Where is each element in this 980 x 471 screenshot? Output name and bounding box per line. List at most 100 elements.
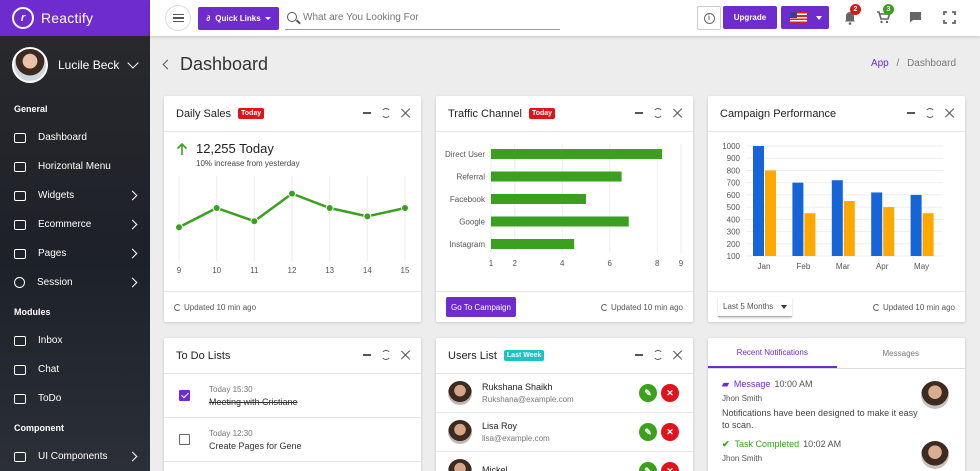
refresh-icon[interactable] — [653, 350, 663, 360]
close-icon[interactable] — [401, 108, 411, 118]
minimize-icon[interactable] — [635, 354, 643, 356]
bar — [843, 201, 855, 256]
sidebar-section-title: Modules — [14, 306, 51, 317]
card-title: Campaign Performance — [720, 107, 837, 120]
x-tick-label: 1 — [489, 259, 494, 268]
minimize-icon[interactable] — [907, 112, 915, 114]
tab-recent-notifications[interactable]: Recent Notifications — [708, 338, 837, 368]
edit-user-button[interactable]: ✎ — [639, 462, 657, 471]
campaign-performance-card: Campaign Performance 1000 900 800 700 600 500… — [708, 96, 965, 322]
fullscreen-button[interactable] — [943, 11, 956, 27]
refresh-icon[interactable] — [381, 350, 391, 360]
sidebar-item-inbox[interactable]: Inbox — [0, 326, 150, 355]
cart-button[interactable]: 3 — [876, 4, 894, 27]
minimize-icon[interactable] — [363, 112, 371, 114]
minimize-icon[interactable] — [363, 354, 371, 356]
refresh-icon[interactable] — [381, 108, 391, 118]
todo-item[interactable]: Today 12:30 Create Pages for Gene — [164, 418, 421, 462]
card-header: Traffic Channel Today — [436, 96, 693, 132]
minimize-icon[interactable] — [635, 112, 643, 114]
refresh-icon[interactable] — [653, 108, 663, 118]
edit-user-button[interactable]: ✎ — [639, 423, 657, 441]
sidebar-item-ui-components[interactable]: UI Components — [0, 442, 150, 471]
period-dropdown[interactable]: Last 5 Months — [718, 297, 793, 317]
menu-toggle-button[interactable] — [165, 5, 191, 31]
sidebar-item-session[interactable]: Session — [0, 268, 150, 297]
close-icon[interactable] — [401, 350, 411, 360]
sidebar-user[interactable]: Lucile Beck — [0, 36, 150, 94]
close-icon[interactable] — [673, 108, 683, 118]
sidebar-item-todo[interactable]: ToDo — [0, 384, 150, 413]
y-tick-label: 500 — [727, 203, 741, 212]
category-label: Direct User — [445, 150, 485, 159]
x-tick-label: 15 — [401, 266, 410, 275]
updated-text: Updated 10 min ago — [184, 302, 257, 312]
last-week-badge: Last Week — [503, 350, 545, 361]
back-arrow-icon[interactable] — [162, 59, 173, 70]
upgrade-button[interactable]: Upgrade — [723, 6, 777, 29]
data-point — [325, 204, 334, 212]
sidebar-item-chat[interactable]: Chat — [0, 355, 150, 384]
user-row: Lisa Roy lisa@example.com ✎ ✕ — [436, 413, 693, 452]
sidebar-item-label: Session — [37, 277, 73, 288]
go-to-campaign-button[interactable]: Go To Campaign — [446, 297, 516, 317]
search-input[interactable] — [303, 12, 543, 23]
delete-user-button[interactable]: ✕ — [661, 423, 679, 441]
x-tick-label: Mar — [836, 262, 850, 271]
user-actions: ✎ ✕ — [639, 384, 679, 402]
bar — [871, 192, 883, 256]
refresh-icon — [600, 303, 608, 311]
todo-text: Create Pages for Gene — [209, 440, 302, 451]
search-bar[interactable] — [285, 6, 560, 30]
todo-checkbox[interactable] — [179, 434, 190, 445]
card-footer: Go To Campaign Updated 10 min ago — [436, 291, 693, 322]
card-header: Campaign Performance — [708, 96, 965, 132]
updated-text: Updated 10 min ago — [610, 302, 683, 312]
page-title-text: Dashboard — [180, 54, 269, 74]
sidebar-item-label: Horizontal Menu — [38, 161, 111, 172]
sidebar-item-pages[interactable]: Pages — [0, 239, 150, 268]
edit-user-button[interactable]: ✎ — [639, 384, 657, 402]
cart-icon — [14, 219, 26, 230]
close-icon[interactable] — [673, 350, 683, 360]
quick-links-button[interactable]: ∂ Quick Links — [198, 6, 279, 30]
card-header: Daily Sales Today — [164, 96, 421, 132]
notifications-card: Recent Notifications Messages ▰ Message 10… — [708, 338, 965, 471]
todo-card: To Do Lists Today 15:30 Meeting with Cris… — [164, 338, 421, 471]
brand[interactable]: r Reactify — [0, 0, 150, 36]
sidebar-item-horizontal-menu[interactable]: Horizontal Menu — [0, 152, 150, 181]
refresh-icon[interactable] — [925, 108, 935, 118]
delete-user-button[interactable]: ✕ — [661, 462, 679, 471]
todo-item[interactable]: Today 15:30 Meeting with Cristiane — [164, 374, 421, 418]
chevron-down-icon — [816, 15, 822, 20]
chevron-down-icon — [781, 304, 788, 309]
close-icon[interactable] — [945, 108, 955, 118]
user-name: Mickel — [482, 464, 508, 471]
language-button[interactable] — [781, 6, 829, 29]
notification-item[interactable]: ✔ Task Completed 10:02 AM Jhon Smith — [708, 429, 965, 471]
breadcrumb-app-link[interactable]: App — [870, 58, 889, 69]
chevron-right-icon — [127, 219, 138, 230]
chat-button[interactable] — [909, 11, 922, 26]
quick-links-label: Quick Links — [215, 13, 261, 23]
user-name: Rukshana Shaikh — [482, 382, 553, 392]
sidebar-item-dashboard[interactable]: Dashboard — [0, 123, 150, 152]
delete-user-button[interactable]: ✕ — [661, 384, 679, 402]
user-info: Mickel — [482, 465, 508, 471]
chevron-down-icon — [127, 57, 140, 69]
notifications-badge: 2 — [850, 4, 861, 15]
info-button[interactable]: i — [697, 6, 721, 30]
bar — [491, 171, 622, 182]
user-info: Rukshana Shaikh Rukshana@example.com — [482, 382, 574, 404]
sidebar-item-widgets[interactable]: Widgets — [0, 181, 150, 210]
today-badge: Today — [238, 108, 265, 119]
notifications-button[interactable]: 2 — [844, 4, 861, 28]
card-tools — [907, 108, 955, 118]
sidebar-item-ecommerce[interactable]: Ecommerce — [0, 210, 150, 239]
notification-item[interactable]: ▰ Message 10:00 AM Jhon Smith Notifications … — [708, 369, 965, 430]
todo-checkbox[interactable] — [179, 390, 190, 401]
daily-sales-line-chart: 9 10 11 12 13 14 15 — [175, 176, 410, 275]
data-point — [401, 204, 409, 212]
sidebar-item-label: Widgets — [38, 190, 75, 201]
tab-messages[interactable]: Messages — [882, 348, 919, 358]
